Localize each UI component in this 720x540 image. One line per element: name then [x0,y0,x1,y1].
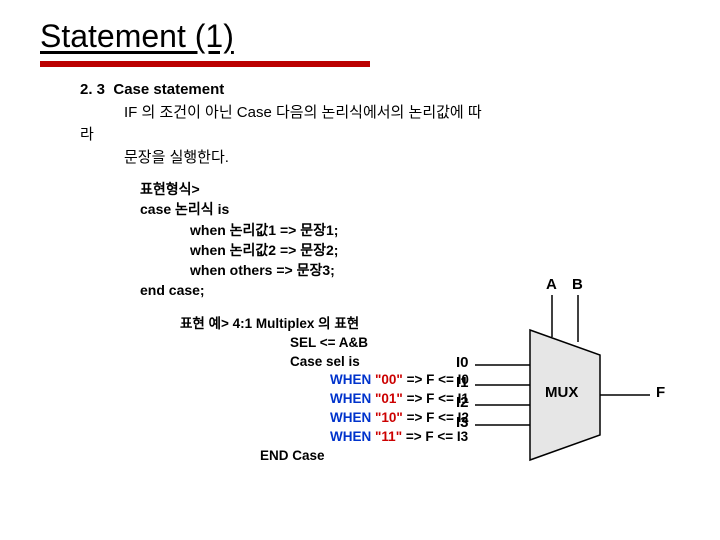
section-heading: 2. 3 Case statement [80,79,680,102]
when-val: "10" [375,410,403,425]
when-val: "01" [375,391,403,406]
label-b: B [572,276,583,293]
when-kw: WHEN [330,410,371,425]
mux-diagram: A B I0 I1 I2 I3 MUX F [460,280,680,480]
section-line2: 문장을 실행한다. [80,147,680,170]
mux-svg [460,280,680,480]
syntax-l3: when 논리값2 => 문장2; [140,240,680,260]
when-act: => F <= I3 [406,429,468,444]
when-kw: WHEN [330,429,371,444]
syntax-head: 표현형식> [140,179,680,199]
label-i1: I1 [456,374,469,391]
when-val: "00" [375,372,403,387]
label-f: F [656,384,665,401]
when-kw: WHEN [330,391,371,406]
syntax-l1: case 논리식 is [140,199,680,219]
section-number: 2. 3 [80,81,105,98]
page-title: Statement (1) [0,0,720,59]
label-i0: I0 [456,354,469,371]
label-i2: I2 [456,394,469,411]
syntax-l2: when 논리값1 => 문장1; [140,220,680,240]
label-a: A [546,276,557,293]
section-name: Case statement [113,81,224,98]
label-mux: MUX [545,384,578,401]
when-val: "11" [375,429,402,444]
when-kw: WHEN [330,372,371,387]
section-line1: IF 의 조건이 아닌 Case 다음의 논리식에서의 논리값에 따 [80,102,680,125]
section-hang: 라 [80,124,680,147]
label-i3: I3 [456,414,469,431]
syntax-l4: when others => 문장3; [140,260,680,280]
